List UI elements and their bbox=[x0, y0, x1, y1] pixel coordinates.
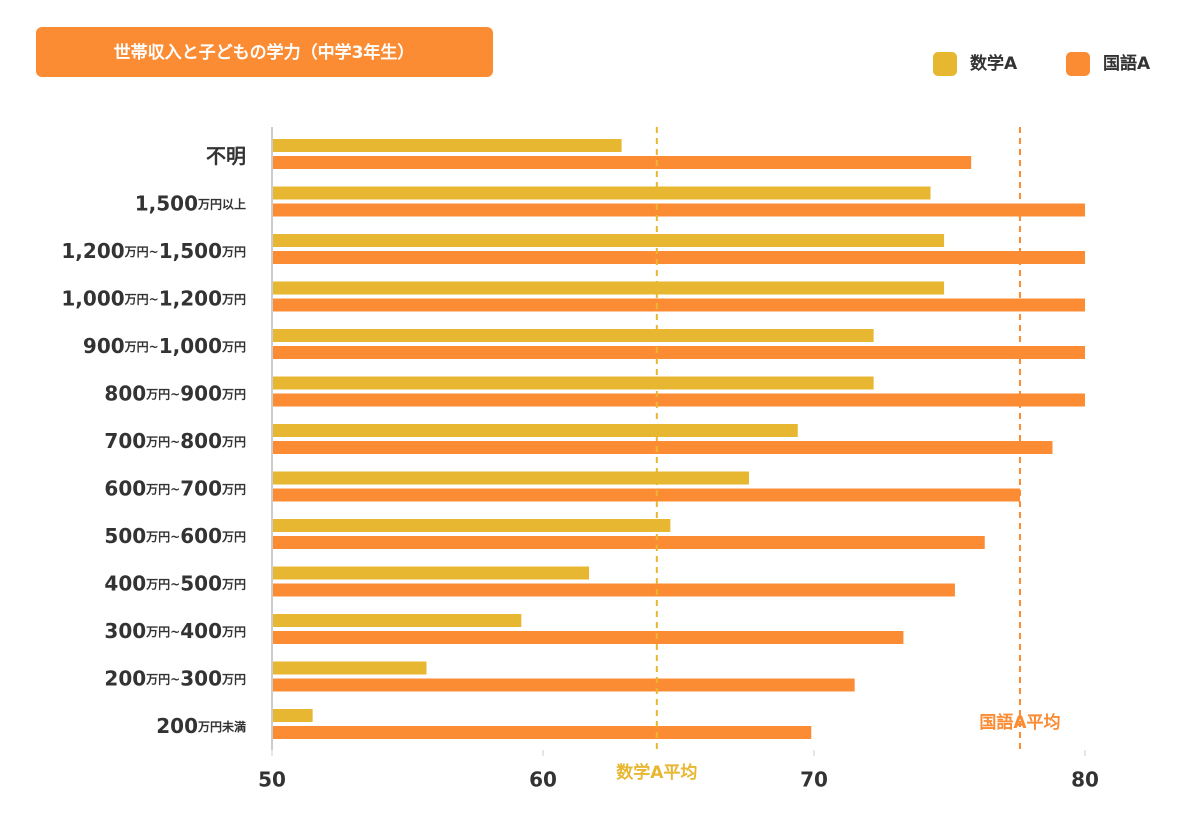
x-tick-label: 70 bbox=[800, 768, 828, 792]
bar bbox=[273, 536, 985, 549]
category-label: 不明 bbox=[206, 144, 246, 168]
legend-swatch bbox=[1066, 52, 1090, 76]
category-label: 1,000万円~1,200万円 bbox=[61, 286, 246, 310]
bar bbox=[273, 709, 313, 722]
x-tick-label: 80 bbox=[1071, 768, 1099, 792]
category-label: 1,500万円以上 bbox=[135, 191, 246, 215]
x-tick-label: 60 bbox=[529, 768, 557, 792]
bar bbox=[273, 139, 622, 152]
x-tick-label: 50 bbox=[258, 768, 286, 792]
bar bbox=[273, 329, 874, 342]
bar bbox=[273, 441, 1053, 454]
bar bbox=[273, 186, 931, 200]
bar bbox=[273, 424, 798, 437]
category-label: 300万円~400万円 bbox=[104, 619, 246, 643]
bar bbox=[273, 519, 671, 532]
bar bbox=[273, 281, 945, 295]
legend-label: 国語A bbox=[1103, 53, 1151, 74]
bar bbox=[273, 251, 1085, 264]
bar bbox=[273, 661, 427, 675]
bar bbox=[273, 726, 812, 739]
category-label: 600万円~700万円 bbox=[104, 476, 246, 500]
bar bbox=[273, 393, 1085, 407]
category-label: 900万円~1,000万円 bbox=[83, 334, 246, 358]
average-label: 国語A平均 bbox=[979, 712, 1060, 733]
legend-label: 数学A bbox=[970, 53, 1018, 74]
chart-title: 世帯収入と子どもの学力（中学3年生） bbox=[114, 42, 415, 63]
category-label: 800万円~900万円 bbox=[104, 381, 246, 405]
bar bbox=[273, 488, 1020, 502]
category-label: 400万円~500万円 bbox=[104, 571, 246, 595]
category-label: 200万円~300万円 bbox=[104, 666, 246, 690]
average-label: 数学A平均 bbox=[616, 762, 697, 783]
category-label: 500万円~600万円 bbox=[104, 524, 246, 548]
category-label: 700万円~800万円 bbox=[104, 429, 246, 453]
bar bbox=[273, 471, 749, 485]
category-label: 1,200万円~1,500万円 bbox=[61, 239, 246, 263]
bar bbox=[273, 614, 522, 627]
bar bbox=[273, 631, 904, 644]
bar bbox=[273, 566, 590, 580]
bar bbox=[273, 346, 1085, 359]
bar bbox=[273, 583, 955, 597]
bar bbox=[273, 298, 1085, 312]
title-box bbox=[36, 27, 493, 77]
bar bbox=[273, 156, 972, 169]
bar bbox=[273, 376, 874, 390]
bar bbox=[273, 203, 1085, 217]
bar bbox=[273, 678, 855, 692]
bar bbox=[273, 234, 945, 247]
legend-swatch bbox=[933, 52, 957, 76]
category-label: 200万円未満 bbox=[156, 714, 246, 738]
